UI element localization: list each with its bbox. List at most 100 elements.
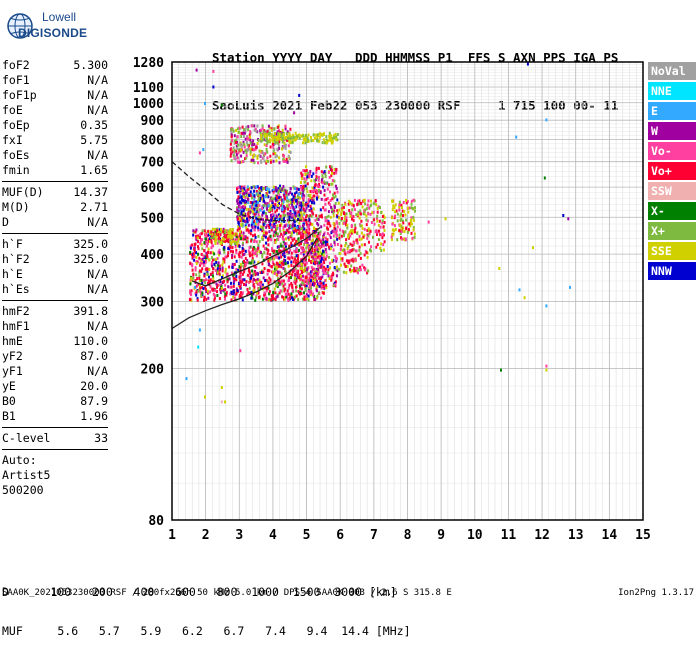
echo-point (236, 187, 238, 191)
echo-point (373, 218, 376, 222)
echo-point (331, 258, 334, 262)
echo-point (244, 206, 247, 210)
echo-point (327, 268, 330, 272)
echo-point (275, 261, 278, 265)
echo-point (270, 228, 273, 232)
echo-point (265, 134, 268, 138)
param-value: N/A (87, 364, 108, 378)
echo-point (214, 289, 217, 292)
echo-point (363, 266, 366, 270)
echo-point (332, 230, 335, 234)
echo-point (224, 240, 227, 243)
echo-point (324, 279, 327, 283)
echo-point (331, 182, 334, 186)
echo-point (395, 209, 398, 213)
echo-point (248, 208, 251, 212)
echo-point (269, 154, 272, 158)
echo-point (237, 149, 240, 153)
echo-point (240, 207, 243, 211)
echo-point (261, 133, 264, 137)
echo-point (219, 287, 222, 291)
echo-point (321, 275, 324, 279)
echo-point (221, 230, 223, 233)
echo-point (304, 280, 307, 284)
echo-point (246, 293, 249, 297)
echo-point (243, 283, 245, 286)
echo-point (402, 214, 404, 217)
echo-point (274, 239, 276, 242)
echo-point (203, 274, 206, 278)
echo-point (276, 270, 279, 274)
echo-point (264, 135, 266, 139)
echo-point (277, 125, 280, 129)
echo-point (219, 290, 222, 294)
echo-point (399, 232, 402, 235)
echo-point (245, 280, 248, 284)
echo-point (300, 201, 303, 205)
echo-point (314, 297, 317, 301)
echo-point (377, 223, 380, 227)
echo-point (270, 128, 273, 132)
echo-point (263, 209, 266, 213)
echo-point (289, 134, 292, 138)
echo-point (294, 214, 297, 218)
echo-point (243, 187, 246, 191)
echo-point (198, 328, 201, 332)
echo-point (330, 174, 333, 178)
echo-point (304, 284, 307, 288)
param-value: 391.8 (73, 304, 108, 318)
echo-point (287, 292, 290, 296)
echo-point (246, 236, 249, 240)
echo-point (298, 93, 301, 97)
echo-point (277, 264, 280, 268)
echo-point (262, 138, 265, 142)
echo-point (249, 150, 252, 154)
echo-point (354, 269, 357, 273)
echo-point (210, 230, 213, 234)
echo-point (250, 274, 253, 278)
echo-point (284, 124, 287, 128)
echo-point (289, 191, 292, 195)
echo-point (302, 189, 305, 193)
echo-point (345, 216, 348, 220)
echo-point (309, 189, 312, 193)
echo-point (347, 202, 350, 206)
echo-point (301, 173, 304, 177)
echo-point (299, 201, 302, 205)
echo-point (260, 139, 263, 143)
echo-point (321, 256, 324, 260)
echo-point (405, 199, 408, 202)
echo-point (233, 292, 236, 296)
echo-point (269, 139, 272, 142)
echo-point (259, 271, 262, 274)
echo-point (259, 149, 262, 153)
echo-point (376, 230, 379, 234)
echo-point (300, 271, 303, 274)
echo-point (340, 263, 342, 267)
echo-point (323, 188, 326, 192)
echo-point (266, 272, 269, 276)
echo-point (272, 152, 275, 156)
echo-point (205, 297, 208, 301)
echo-point (247, 197, 250, 201)
echo-point (284, 146, 287, 150)
echo-point (353, 198, 356, 202)
echo-point (307, 272, 310, 276)
param-row: h`F 325.0 (2, 237, 108, 252)
echo-point (270, 204, 273, 208)
echo-point (274, 155, 277, 159)
echo-point (282, 284, 285, 288)
echo-point (229, 285, 232, 289)
echo-point (305, 295, 308, 299)
echo-point (212, 235, 215, 239)
echo-point (302, 281, 305, 285)
echo-point (265, 193, 268, 197)
echo-point (260, 133, 263, 137)
echo-point (318, 232, 321, 236)
echo-point (218, 272, 221, 276)
echo-point (212, 276, 215, 280)
echo-point (309, 196, 312, 200)
echo-point (262, 204, 265, 207)
echo-point (203, 272, 206, 276)
echo-point (211, 264, 213, 268)
